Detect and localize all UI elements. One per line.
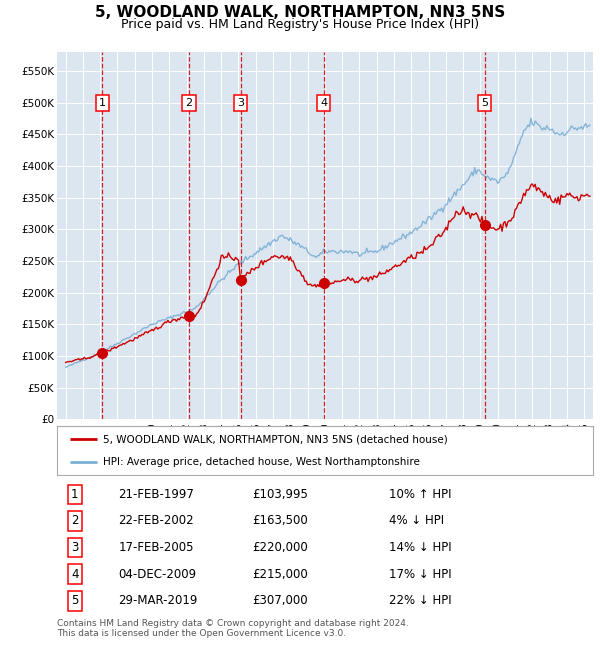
Text: 1: 1 [71,488,79,500]
Text: 4: 4 [71,568,79,581]
Text: 3: 3 [237,98,244,108]
Text: £307,000: £307,000 [253,594,308,607]
Text: 04-DEC-2009: 04-DEC-2009 [119,568,197,581]
Text: 5: 5 [71,594,79,607]
Text: £220,000: £220,000 [253,541,308,554]
Text: 21-FEB-1997: 21-FEB-1997 [119,488,194,500]
Text: 2: 2 [71,515,79,528]
Text: 14% ↓ HPI: 14% ↓ HPI [389,541,452,554]
Text: £163,500: £163,500 [253,515,308,528]
Text: £215,000: £215,000 [253,568,308,581]
Text: 5: 5 [481,98,488,108]
Text: 4: 4 [320,98,327,108]
Text: £103,995: £103,995 [253,488,308,500]
Text: 2: 2 [185,98,193,108]
Text: Contains HM Land Registry data © Crown copyright and database right 2024.
This d: Contains HM Land Registry data © Crown c… [57,619,409,638]
Text: 29-MAR-2019: 29-MAR-2019 [119,594,198,607]
Text: 4% ↓ HPI: 4% ↓ HPI [389,515,445,528]
Text: 3: 3 [71,541,79,554]
Text: 22% ↓ HPI: 22% ↓ HPI [389,594,452,607]
Text: 17-FEB-2005: 17-FEB-2005 [119,541,194,554]
Text: 10% ↑ HPI: 10% ↑ HPI [389,488,452,500]
Text: 22-FEB-2002: 22-FEB-2002 [119,515,194,528]
Text: Price paid vs. HM Land Registry's House Price Index (HPI): Price paid vs. HM Land Registry's House … [121,18,479,31]
Text: 5, WOODLAND WALK, NORTHAMPTON, NN3 5NS: 5, WOODLAND WALK, NORTHAMPTON, NN3 5NS [95,5,505,20]
Text: 5, WOODLAND WALK, NORTHAMPTON, NN3 5NS (detached house): 5, WOODLAND WALK, NORTHAMPTON, NN3 5NS (… [103,434,447,445]
Text: HPI: Average price, detached house, West Northamptonshire: HPI: Average price, detached house, West… [103,458,419,467]
Text: 17% ↓ HPI: 17% ↓ HPI [389,568,452,581]
Text: 1: 1 [99,98,106,108]
